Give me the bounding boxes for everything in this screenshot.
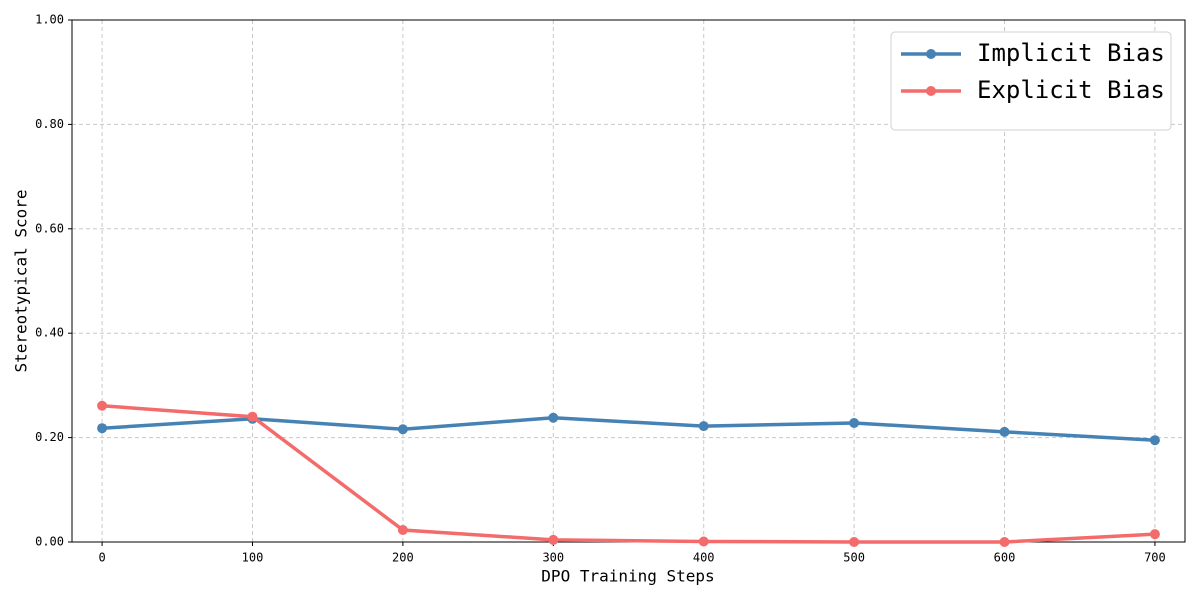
point-marker: [999, 537, 1010, 547]
point-marker: [1149, 435, 1160, 446]
series-line: [101, 416, 1156, 442]
point-marker: [397, 524, 408, 535]
point-marker: [849, 417, 860, 428]
legend-label: Explicit Bias: [977, 76, 1165, 104]
x-tick-label: 200: [392, 551, 414, 565]
x-tick-label: 0: [98, 551, 105, 565]
y-tick-label: 0.00: [35, 535, 64, 549]
point-marker: [999, 426, 1010, 437]
x-axis-label: DPO Training Steps: [541, 567, 714, 586]
y-tick-label: 0.60: [35, 221, 64, 235]
x-tick-label: 700: [1144, 551, 1166, 565]
point-marker: [397, 424, 408, 435]
x-tick-label: 400: [693, 551, 715, 565]
x-tick-label: 300: [542, 551, 564, 565]
legend-label: Implicit Bias: [977, 39, 1165, 67]
point-marker: [548, 412, 559, 423]
legend-marker: [926, 86, 936, 96]
point-marker: [97, 400, 108, 411]
series-line: [101, 404, 1156, 544]
point-marker: [247, 411, 258, 422]
y-tick-label: 0.80: [35, 117, 64, 131]
x-tick-label: 600: [994, 551, 1016, 565]
point-marker: [849, 537, 860, 547]
point-marker: [698, 421, 709, 432]
point-marker: [1149, 529, 1160, 540]
y-tick-label: 0.20: [35, 430, 64, 444]
y-axis-label: Stereotypical Score: [12, 189, 31, 372]
x-tick-label: 100: [242, 551, 264, 565]
legend-box: [890, 31, 1172, 131]
point-marker: [97, 423, 108, 434]
point-marker: [548, 534, 559, 545]
legend-marker: [926, 49, 936, 59]
x-tick-label: 500: [843, 551, 865, 565]
y-tick-label: 1.00: [35, 13, 64, 27]
point-marker: [698, 536, 709, 547]
y-tick-label: 0.40: [35, 326, 64, 340]
